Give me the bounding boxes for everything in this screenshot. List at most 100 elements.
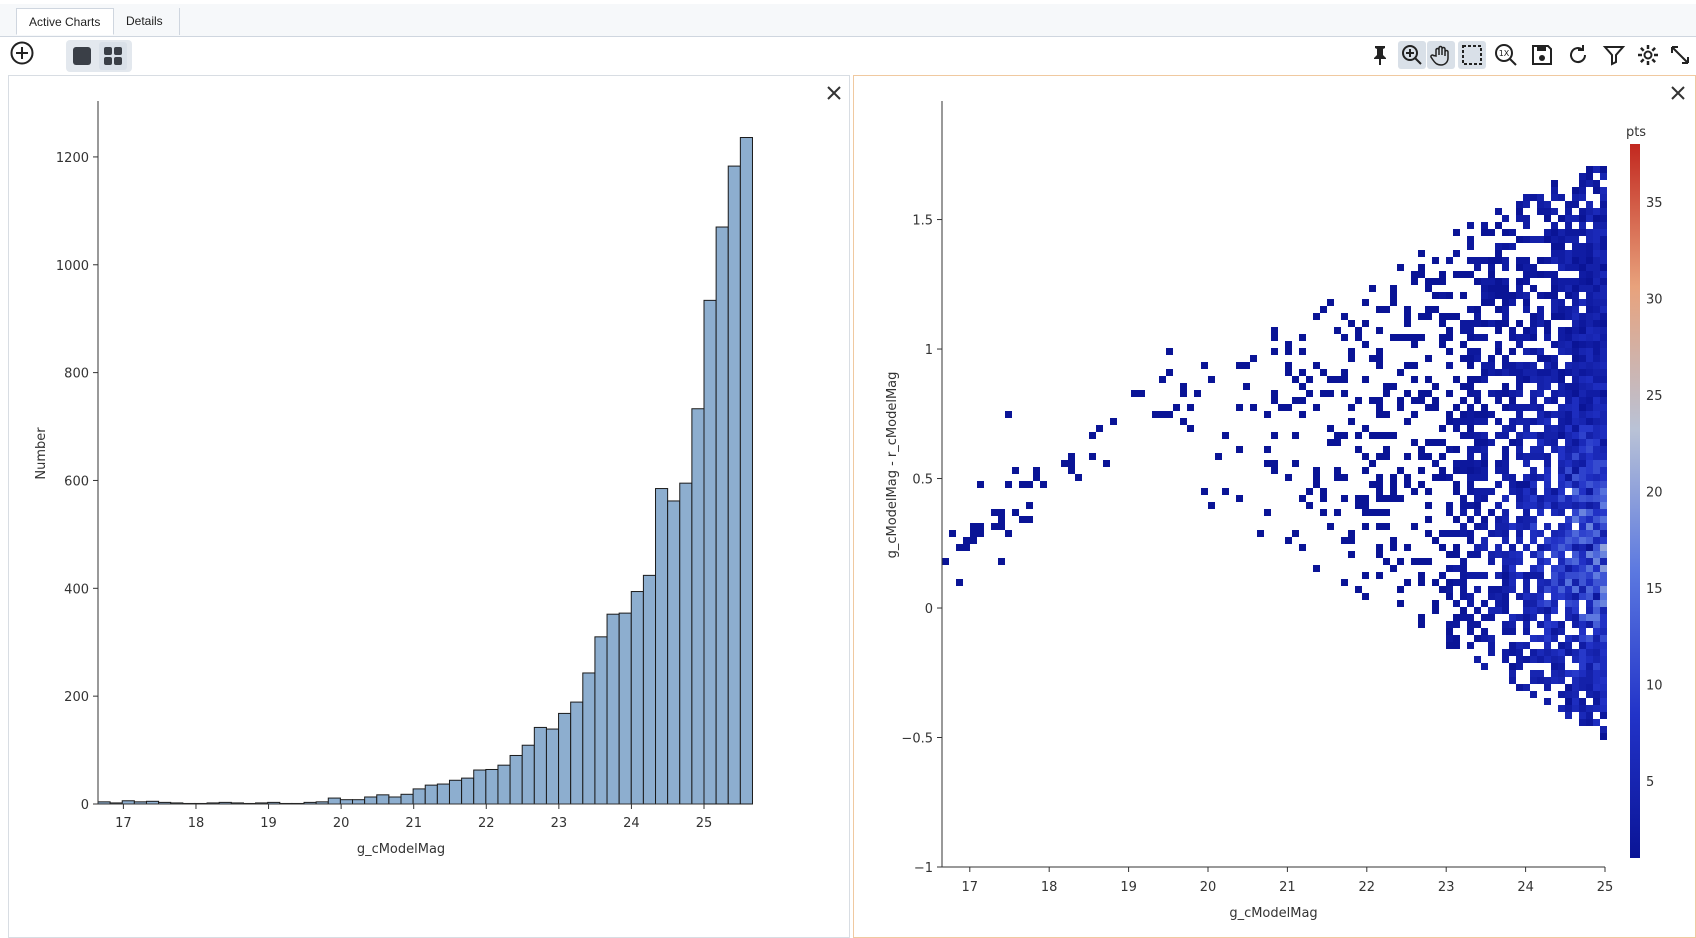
heatmap-cell (1572, 460, 1579, 467)
single-layout-icon[interactable] (68, 42, 96, 70)
heatmap-cell (1523, 299, 1530, 306)
heatmap-cell (1593, 264, 1600, 271)
heatmap-cell (1558, 418, 1565, 425)
heatmap-cell (1558, 649, 1565, 656)
heatmap-cell (1586, 397, 1593, 404)
heatmap-cell (1089, 453, 1096, 460)
zoom-reset-icon[interactable]: 1X (1492, 41, 1520, 69)
heatmap-cell (1390, 537, 1397, 544)
heatmap-cell (1390, 383, 1397, 390)
heatmap-cell (1306, 488, 1313, 495)
heatmap-cell (1488, 411, 1495, 418)
heatmap-cell (1572, 572, 1579, 579)
heatmap-cell (1481, 537, 1488, 544)
heatmap-cell (1439, 467, 1446, 474)
heatmap-cell (1509, 544, 1516, 551)
heatmap-cell (1516, 285, 1523, 292)
heatmap-cell (1453, 418, 1460, 425)
settings-icon[interactable] (1634, 41, 1662, 69)
heatmap-cell (1523, 404, 1530, 411)
heatmap-cell (1362, 453, 1369, 460)
heatmap-cell (1474, 656, 1481, 663)
zoom-icon[interactable] (1398, 41, 1426, 69)
heatmap-cell (1509, 397, 1516, 404)
heatmap-cell (1551, 222, 1558, 229)
tab-active-charts[interactable]: Active Charts (16, 8, 114, 35)
heatmap-cell (1565, 474, 1572, 481)
heatmap-cell (1362, 341, 1369, 348)
heatmap-cell (1502, 320, 1509, 327)
heatmap-cell (1523, 474, 1530, 481)
filter-icon[interactable] (1600, 41, 1628, 69)
select-icon[interactable] (1458, 41, 1486, 69)
heatmap-cell (1481, 404, 1488, 411)
x-tick-label: 17 (115, 816, 132, 831)
heatmap-cell (1460, 614, 1467, 621)
heatmap-cell (1586, 180, 1593, 187)
heatmap-cell (1600, 362, 1607, 369)
heatmap-cell (1565, 502, 1572, 509)
heatmap-cell (1439, 453, 1446, 460)
heatmap-cell (1572, 299, 1579, 306)
heatmap-cell (1551, 656, 1558, 663)
heatmap-cell (1236, 404, 1243, 411)
x-tick-label: 19 (260, 816, 277, 831)
heatmap-cell (1579, 474, 1586, 481)
heatmap-cell (1299, 495, 1306, 502)
heatmap-cell (1502, 558, 1509, 565)
heatmap-cell (1376, 327, 1383, 334)
heatmap-cell (1418, 579, 1425, 586)
heatmap-cell (1537, 593, 1544, 600)
heatmap-cell (1516, 593, 1523, 600)
heatmap-cell (1439, 334, 1446, 341)
heatmap-cell (1593, 600, 1600, 607)
heatmap-cell (1593, 509, 1600, 516)
heatmap-cell (1411, 341, 1418, 348)
grid-layout-icon[interactable] (99, 42, 127, 70)
heatmap-cell (1033, 467, 1040, 474)
heatmap-cell (1425, 488, 1432, 495)
heatmap-cell (1558, 446, 1565, 453)
pin-icon[interactable] (1366, 41, 1394, 69)
close-icon[interactable] (1667, 82, 1689, 104)
add-chart-icon[interactable] (8, 39, 36, 67)
heatmap-cell (1425, 376, 1432, 383)
heatmap-cell (1474, 488, 1481, 495)
y-axis-title: g_cModelMag - r_cModelMag (885, 372, 900, 559)
heatmap-cell (1201, 362, 1208, 369)
heatmap-cell (1572, 327, 1579, 334)
heatmap-cell (1537, 607, 1544, 614)
heatmap-cell (1131, 390, 1138, 397)
heatmap-cell (1488, 355, 1495, 362)
heatmap-cell (1509, 243, 1516, 250)
histogram-bar (352, 799, 366, 805)
heatmap-cell (1586, 663, 1593, 670)
heatmap-cell (1572, 334, 1579, 341)
heatmap-chart: 17 18 19 20 21 22 23 24 25−1−0.500.511.5g_cModel… (885, 101, 1663, 921)
heatmap-cell (1579, 565, 1586, 572)
heatmap-cell (1579, 467, 1586, 474)
heatmap-cell (1600, 663, 1607, 670)
restore-icon[interactable] (1564, 41, 1592, 69)
close-icon[interactable] (823, 82, 845, 104)
heatmap-cell (1495, 481, 1502, 488)
heatmap-cell (1551, 495, 1558, 502)
heatmap-cell (1299, 397, 1306, 404)
heatmap-cell (1586, 292, 1593, 299)
pan-icon[interactable] (1427, 41, 1455, 69)
heatmap-cell (1579, 488, 1586, 495)
heatmap-cell (1586, 558, 1593, 565)
heatmap-cell (1502, 257, 1509, 264)
save-icon[interactable] (1528, 41, 1556, 69)
expand-icon[interactable] (1666, 41, 1694, 69)
heatmap-cell (1593, 306, 1600, 313)
heatmap-cell (1586, 614, 1593, 621)
tab-details[interactable]: Details (114, 8, 180, 35)
heatmap-cell (1299, 383, 1306, 390)
heatmap-cell (1551, 271, 1558, 278)
heatmap-cell (1460, 502, 1467, 509)
heatmap-cell (1551, 446, 1558, 453)
heatmap-cell (1453, 544, 1460, 551)
heatmap-cell (1600, 502, 1607, 509)
histogram-bar (667, 500, 681, 805)
